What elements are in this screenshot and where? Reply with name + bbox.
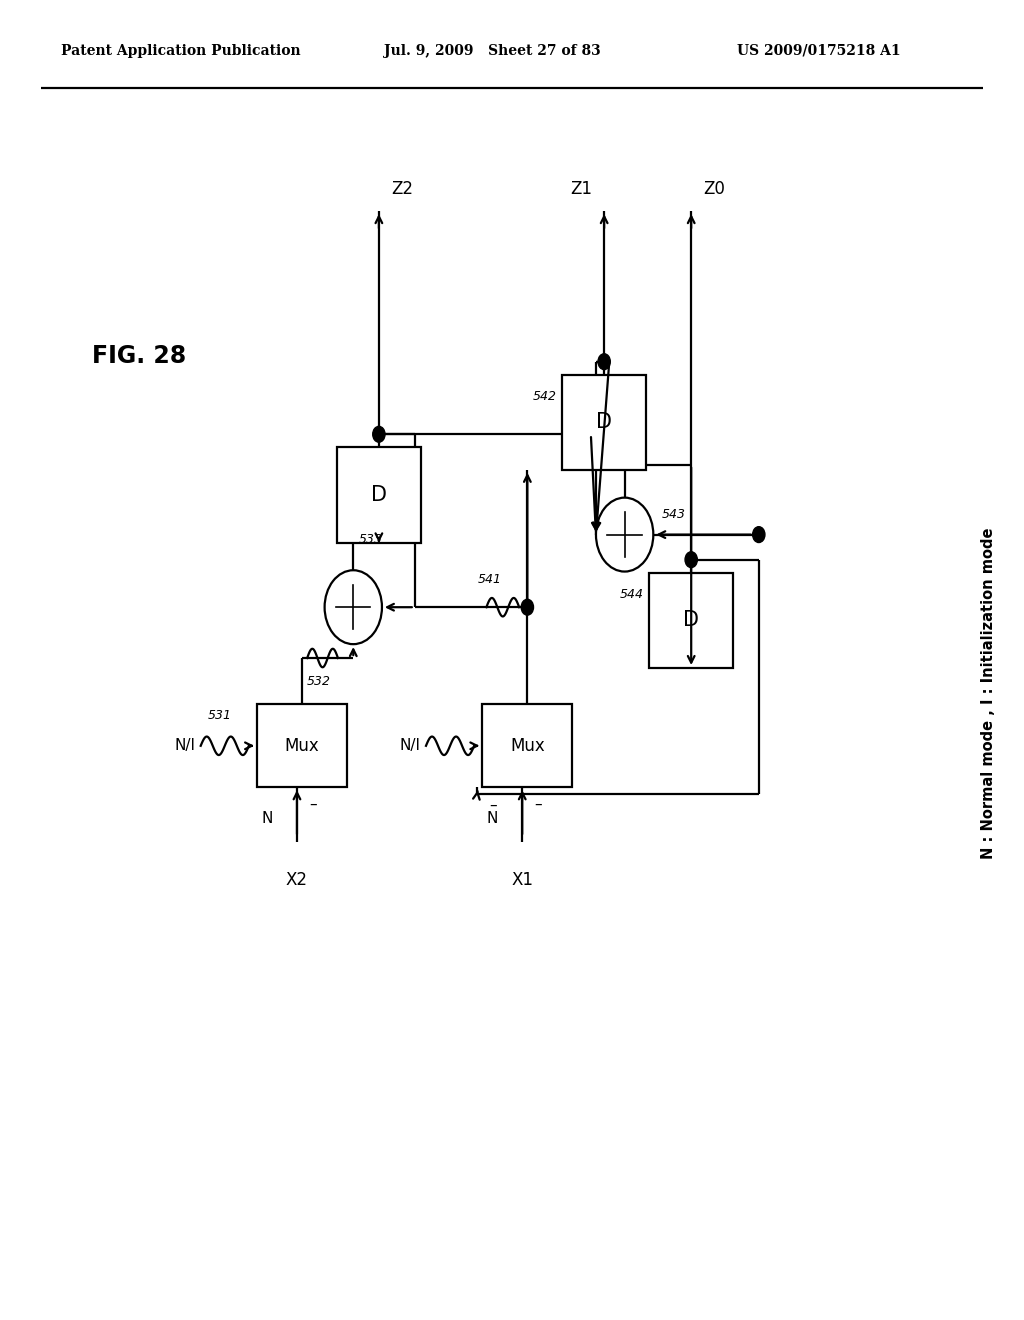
Circle shape <box>753 527 765 543</box>
Bar <box>482 705 572 787</box>
Text: Mux: Mux <box>285 737 319 755</box>
Text: N: N <box>261 810 272 826</box>
Text: D: D <box>596 412 612 433</box>
Text: D: D <box>683 610 699 631</box>
Text: FIG. 28: FIG. 28 <box>92 345 186 368</box>
Text: Patent Application Publication: Patent Application Publication <box>61 44 301 58</box>
Bar <box>562 375 646 470</box>
Bar <box>337 447 421 543</box>
Text: 533: 533 <box>358 533 382 546</box>
Text: N/I: N/I <box>174 738 196 754</box>
Text: Z0: Z0 <box>703 180 725 198</box>
Circle shape <box>521 599 534 615</box>
Text: –: – <box>309 796 316 812</box>
Text: N: N <box>486 810 498 826</box>
Circle shape <box>598 354 610 370</box>
Text: Jul. 9, 2009   Sheet 27 of 83: Jul. 9, 2009 Sheet 27 of 83 <box>384 44 601 58</box>
Text: N : Normal mode , I : Initialization mode: N : Normal mode , I : Initialization mod… <box>981 527 995 859</box>
Circle shape <box>596 498 653 572</box>
Text: –: – <box>489 797 497 813</box>
Text: D: D <box>371 484 387 506</box>
Bar <box>649 573 733 668</box>
Text: 542: 542 <box>534 389 557 403</box>
Text: 541: 541 <box>478 573 502 586</box>
Text: 544: 544 <box>621 587 644 601</box>
Text: –: – <box>535 796 542 812</box>
Bar <box>257 705 347 787</box>
Circle shape <box>685 552 697 568</box>
Text: Z1: Z1 <box>570 180 592 198</box>
Text: X2: X2 <box>286 871 308 890</box>
Text: 532: 532 <box>307 676 331 689</box>
Circle shape <box>373 426 385 442</box>
Text: N/I: N/I <box>399 738 421 754</box>
Text: Z2: Z2 <box>391 180 413 198</box>
Text: US 2009/0175218 A1: US 2009/0175218 A1 <box>737 44 901 58</box>
Text: 543: 543 <box>662 508 685 521</box>
Text: 531: 531 <box>208 709 231 722</box>
Circle shape <box>325 570 382 644</box>
Text: X1: X1 <box>511 871 534 890</box>
Text: Mux: Mux <box>510 737 545 755</box>
